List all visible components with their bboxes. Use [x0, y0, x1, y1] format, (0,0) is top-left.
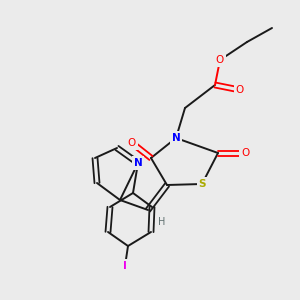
Text: O: O	[241, 148, 249, 158]
Text: I: I	[123, 261, 127, 271]
Text: N: N	[172, 133, 180, 143]
Text: O: O	[236, 85, 244, 95]
Text: N: N	[134, 158, 142, 168]
Text: O: O	[216, 55, 224, 65]
Text: S: S	[198, 179, 206, 189]
Text: O: O	[128, 138, 136, 148]
Text: H: H	[158, 217, 166, 227]
